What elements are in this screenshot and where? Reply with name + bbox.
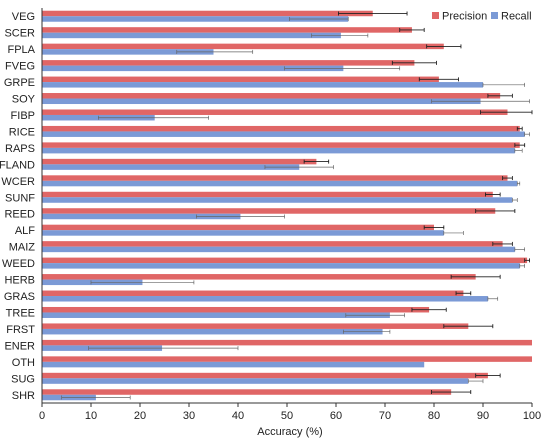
precision-bar	[42, 10, 373, 17]
recall-bar	[42, 328, 383, 335]
category-label: FPLA	[7, 44, 35, 56]
precision-bar	[42, 224, 434, 231]
x-tick-label: 70	[379, 410, 391, 422]
category-label: OTH	[12, 357, 35, 369]
precision-bar	[42, 175, 508, 181]
bars-group	[42, 10, 532, 401]
recall-bar	[42, 131, 525, 137]
category-label: SUG	[11, 373, 35, 385]
precision-bar	[42, 109, 508, 115]
precision-bar	[42, 76, 439, 83]
recall-bar	[42, 263, 520, 269]
recall-bar	[42, 32, 341, 39]
precision-bar	[42, 125, 520, 132]
precision-bar	[42, 372, 488, 379]
precision-bar	[42, 274, 476, 280]
x-axis-title: Accuracy (%)	[257, 426, 322, 438]
recall-bar	[42, 147, 515, 154]
category-label: RICE	[9, 126, 35, 138]
recall-bar	[42, 230, 444, 236]
x-tick-label: 60	[330, 410, 342, 422]
category-label: SOY	[12, 94, 36, 106]
category-label: GRAS	[4, 291, 35, 303]
precision-bar	[42, 208, 496, 214]
precision-bar	[42, 43, 444, 50]
legend: Precision Recall	[432, 11, 532, 23]
x-axis: 0 10 20 30 40 50 60 70 80 90 100	[39, 8, 541, 422]
category-label: MAIZ	[9, 242, 36, 254]
category-label: FRST	[6, 324, 35, 336]
recall-bar	[42, 312, 390, 318]
x-tick-label: 0	[39, 410, 45, 422]
legend-item-recall-label: Recall	[501, 11, 532, 23]
category-label: GRPE	[4, 77, 35, 89]
category-label: SCER	[4, 28, 35, 40]
category-label: FVEG	[5, 61, 35, 73]
precision-bar	[42, 257, 528, 264]
category-label: WEED	[2, 258, 35, 270]
category-label: TREE	[6, 307, 35, 319]
legend-item-precision-label: Precision	[442, 11, 487, 23]
x-tick-label: 30	[183, 410, 195, 422]
legend-item-precision-swatch	[432, 12, 439, 19]
x-tick-label: 100	[523, 410, 541, 422]
precision-bar	[42, 356, 532, 362]
legend-item-recall-swatch	[491, 12, 498, 19]
category-label: FIBP	[11, 110, 35, 122]
precision-bar	[42, 339, 532, 346]
x-tick-label: 80	[428, 410, 440, 422]
recall-bar	[42, 65, 344, 72]
precision-bar	[42, 290, 464, 297]
precision-bar	[42, 323, 469, 329]
recall-bar	[42, 49, 214, 55]
category-label: VEG	[12, 11, 35, 23]
precision-bar	[42, 60, 415, 66]
x-tick-label: 10	[85, 410, 97, 422]
recall-bar	[42, 16, 349, 22]
precision-bar	[42, 389, 452, 395]
precision-bar	[42, 27, 412, 33]
precision-bar	[42, 306, 430, 313]
recall-bar	[42, 164, 300, 170]
precision-bar	[42, 241, 503, 247]
recall-bar	[42, 246, 515, 253]
category-label: FLAND	[0, 159, 35, 171]
recall-bar	[42, 197, 513, 203]
category-label: SUNF	[5, 192, 35, 204]
category-label: SHR	[12, 390, 35, 402]
precision-bar	[42, 142, 520, 148]
category-label: RAPS	[5, 143, 35, 155]
recall-bar	[42, 82, 483, 88]
category-labels-group: VEG SCER FPLA FVEG GRPE SOY FIBP RICE RAPS FLAND W…	[0, 11, 36, 402]
category-label: HERB	[4, 275, 35, 287]
recall-bar	[42, 180, 518, 187]
x-tick-label: 40	[232, 410, 244, 422]
category-label: ENER	[4, 340, 35, 352]
x-tick-label: 20	[134, 410, 146, 422]
precision-bar	[42, 93, 501, 99]
category-label: WCER	[1, 176, 35, 188]
recall-bar	[42, 378, 469, 384]
precision-bar	[42, 158, 317, 165]
precision-bar	[42, 191, 493, 198]
recall-bar	[42, 361, 425, 368]
recall-bar	[42, 98, 481, 105]
category-label: ALF	[15, 225, 35, 237]
recall-bar	[42, 296, 488, 302]
recall-bar	[42, 213, 241, 220]
category-label: REED	[4, 209, 35, 221]
x-tick-label: 50	[281, 410, 293, 422]
x-tick-label: 90	[477, 410, 489, 422]
error-bars-group	[61, 11, 533, 400]
